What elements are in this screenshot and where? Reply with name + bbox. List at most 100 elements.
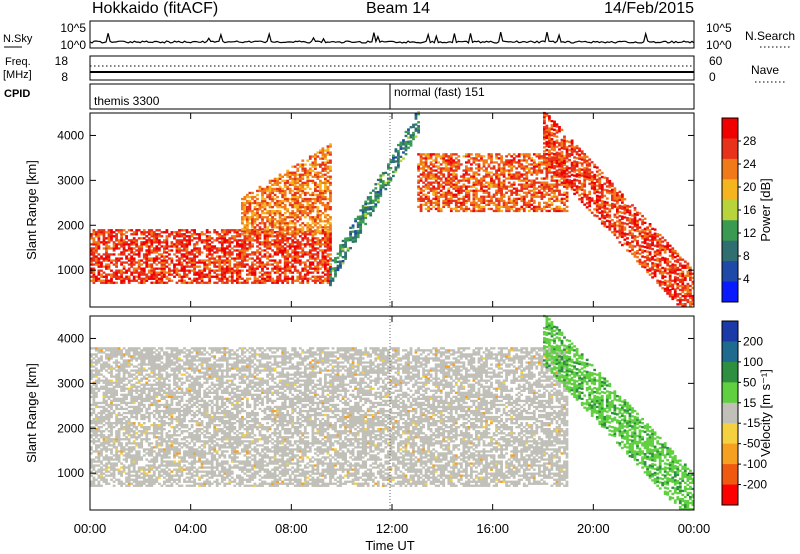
echo-cell: [301, 178, 304, 180]
echo-cell: [488, 175, 491, 177]
echo-cell: [133, 268, 136, 270]
echo-cell: [100, 261, 103, 263]
echo-cell: [483, 210, 486, 212]
echo-cell: [327, 160, 330, 162]
echo-cell: [543, 118, 546, 120]
echo-cell: [583, 171, 586, 173]
echo-cell: [475, 157, 478, 159]
echo-cell: [344, 238, 347, 240]
echo-cell: [327, 166, 330, 168]
echo-cell: [322, 255, 325, 257]
echo-cell: [206, 245, 209, 247]
echo-cell: [95, 402, 98, 404]
echo-cell: [440, 186, 443, 188]
echo-cell: [201, 241, 204, 243]
echo-cell: [465, 167, 468, 169]
echo-cell: [317, 261, 320, 263]
echo-cell: [629, 212, 632, 214]
echo-cell: [208, 251, 211, 253]
echo-cell: [296, 280, 299, 282]
echo-cell: [317, 241, 320, 243]
echo-cell: [246, 226, 249, 228]
echo-cell: [556, 131, 559, 133]
echo-cell: [213, 276, 216, 278]
echo-cell: [513, 204, 516, 206]
echo-cell: [168, 274, 171, 276]
echo-cell: [314, 270, 317, 272]
echo-cell: [279, 226, 282, 228]
echo-cell: [505, 159, 508, 161]
echo-cell: [427, 198, 430, 200]
beam-title: Beam 14: [366, 0, 430, 17]
echo-cell: [93, 438, 96, 440]
echo-cell: [470, 153, 473, 155]
echo-cell: [296, 182, 299, 184]
echo-cell: [304, 174, 307, 176]
echo-cell: [145, 251, 148, 253]
echo-cell: [221, 231, 224, 233]
echo-cell: [601, 188, 604, 190]
echo-cell: [236, 233, 239, 235]
echo-cell: [261, 202, 264, 204]
echo-cell: [153, 282, 156, 284]
echo-cell: [296, 192, 299, 194]
echo-cell: [327, 282, 330, 284]
echo-cell: [186, 239, 189, 241]
echo-cell: [314, 243, 317, 245]
echo-cell: [566, 154, 569, 156]
power-colorbar-label: Power [dB]: [758, 178, 773, 242]
echo-cell: [546, 175, 549, 177]
echo-cell: [608, 222, 611, 224]
echo-cell: [546, 127, 549, 129]
echo-cell: [687, 291, 690, 293]
echo-cell: [133, 247, 136, 249]
echo-cell: [304, 164, 307, 166]
echo-cell: [347, 249, 350, 251]
echo-cell: [269, 235, 272, 237]
echo-cell: [475, 171, 478, 173]
echo-cell: [465, 180, 468, 182]
echo-cell: [103, 272, 106, 274]
echo-cell: [130, 255, 133, 257]
echo-cell: [533, 159, 536, 161]
echo-cell: [437, 177, 440, 179]
echo-cell: [213, 272, 216, 274]
echo-cell: [546, 167, 549, 169]
echo-cell: [417, 169, 420, 171]
echo-cell: [158, 274, 161, 276]
echo-cell: [452, 171, 455, 173]
echo-cell: [108, 259, 111, 261]
echo-cell: [314, 282, 317, 284]
echo-cell: [551, 166, 554, 168]
echo-cell: [317, 268, 320, 270]
echo-cell: [145, 239, 148, 241]
echo-cell: [319, 263, 322, 265]
echo-cell: [256, 278, 259, 280]
echo-cell: [324, 226, 327, 228]
echo-cell: [133, 233, 136, 235]
echo-cell: [608, 228, 611, 230]
echo-cell: [256, 208, 259, 210]
echo-cell: [286, 282, 289, 284]
echo-cell: [244, 263, 247, 265]
echo-cell: [470, 175, 473, 177]
echo-cell: [191, 282, 194, 284]
echo-cell: [561, 208, 564, 210]
echo-cell: [236, 229, 239, 231]
echo-cell: [301, 214, 304, 216]
echo-cell: [563, 202, 566, 204]
echo-cell: [498, 173, 501, 175]
echo-cell: [679, 293, 682, 295]
echo-cell: [181, 266, 184, 268]
echo-cell: [561, 147, 564, 149]
echo-cell: [95, 434, 98, 436]
echo-cell: [304, 235, 307, 237]
echo-cell: [314, 218, 317, 220]
echo-cell: [173, 270, 176, 272]
echo-cell: [616, 237, 619, 239]
echo-cell: [269, 222, 272, 224]
echo-cell: [450, 194, 453, 196]
echo-cell: [115, 243, 118, 245]
echo-cell: [470, 210, 473, 212]
echo-cell: [548, 142, 551, 144]
